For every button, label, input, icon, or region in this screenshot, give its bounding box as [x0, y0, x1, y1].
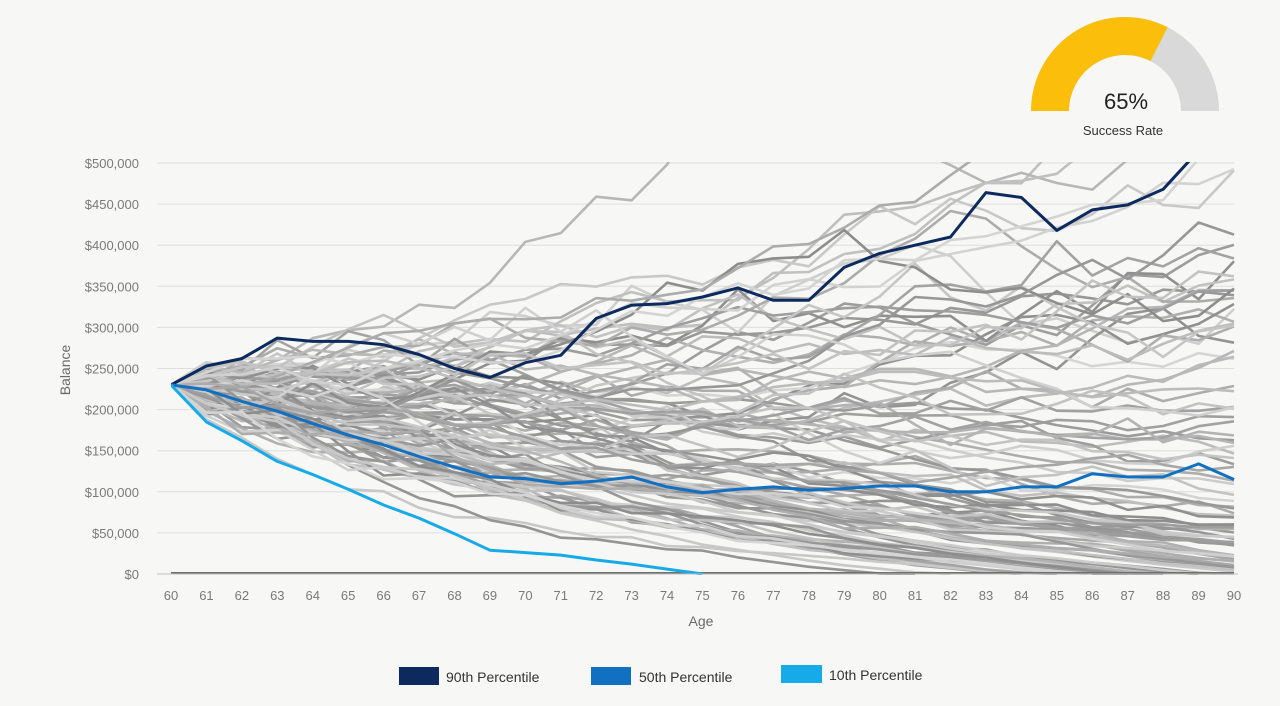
x-tick-label: 76 — [731, 588, 745, 603]
legend-swatch-10th — [781, 665, 822, 683]
simulation-path — [171, 270, 1235, 387]
x-tick-label: 70 — [518, 588, 532, 603]
simulation-path — [171, 383, 1235, 423]
simulation-path — [171, 383, 1235, 562]
simulation-path — [171, 383, 1235, 575]
x-tick-label: 83 — [979, 588, 993, 603]
x-tick-label: 85 — [1050, 588, 1064, 603]
percentile-50-line — [171, 383, 1235, 495]
simulation-path — [171, 383, 1093, 575]
simulation-path — [171, 221, 1235, 414]
y-tick-label: $500,000 — [85, 156, 139, 171]
x-tick-label: 65 — [341, 588, 355, 603]
simulation-path — [171, 383, 1235, 484]
gauge-fill — [1031, 17, 1168, 111]
x-tick-label: 80 — [872, 588, 886, 603]
y-tick-label: $250,000 — [85, 362, 139, 377]
simulation-path — [171, 289, 1235, 387]
y-tick-label: $350,000 — [85, 279, 139, 294]
legend-swatch-50th — [591, 667, 631, 685]
simulation-path — [171, 260, 1235, 410]
simulation-path — [171, 383, 951, 575]
percentile-90-line — [171, 162, 1191, 387]
percentile-10-line — [171, 383, 703, 575]
gauge-label: Success Rate — [1083, 123, 1163, 138]
x-tick-label: 81 — [908, 588, 922, 603]
simulation-path — [171, 209, 1235, 387]
y-tick-label: $50,000 — [92, 526, 139, 541]
x-tick-label: 62 — [235, 588, 249, 603]
gauge-value: 65% — [1104, 89, 1148, 114]
y-tick-label: $400,000 — [85, 238, 139, 253]
simulation-path — [171, 359, 1235, 412]
simulation-path — [171, 169, 1235, 393]
success-rate-gauge: 65% Success Rate — [1031, 17, 1219, 138]
x-tick-label: 64 — [305, 588, 319, 603]
simulation-path — [171, 383, 1235, 497]
simulation-path — [171, 306, 1235, 417]
x-tick-label: 68 — [447, 588, 461, 603]
x-tick-label: 90 — [1227, 588, 1241, 603]
x-tick-label: 73 — [624, 588, 638, 603]
legend: 90th Percentile 50th Percentile 10th Per… — [399, 665, 923, 685]
simulation-path — [171, 340, 1235, 400]
x-tick-label: 75 — [695, 588, 709, 603]
simulation-path — [171, 168, 1235, 399]
x-tick-label: 61 — [199, 588, 213, 603]
simulation-path — [171, 329, 1235, 416]
y-axis-title: Balance — [57, 344, 73, 395]
x-tick-label: 74 — [660, 588, 674, 603]
x-tick-label: 67 — [412, 588, 426, 603]
x-axis-title: Age — [689, 613, 714, 629]
legend-label-10th: 10th Percentile — [829, 667, 923, 683]
x-tick-label: 88 — [1156, 588, 1170, 603]
x-tick-label: 87 — [1120, 588, 1134, 603]
simulation-paths — [171, 162, 1235, 575]
legend-label-50th: 50th Percentile — [639, 669, 733, 685]
x-tick-label: 89 — [1191, 588, 1205, 603]
y-tick-label: $450,000 — [85, 197, 139, 212]
x-tick-label: 77 — [766, 588, 780, 603]
x-tick-label: 60 — [164, 588, 178, 603]
x-tick-label: 72 — [589, 588, 603, 603]
simulation-path — [171, 365, 1235, 461]
x-tick-label: 79 — [837, 588, 851, 603]
legend-swatch-90th — [399, 667, 439, 685]
percentile-lines — [171, 162, 1235, 575]
simulation-path — [171, 365, 1235, 558]
y-tick-label: $150,000 — [85, 444, 139, 459]
y-tick-label: $300,000 — [85, 320, 139, 335]
simulation-path — [171, 366, 1235, 519]
legend-label-90th: 90th Percentile — [446, 669, 540, 685]
x-tick-label: 66 — [376, 588, 390, 603]
simulation-path — [171, 383, 1128, 575]
simulation-path — [171, 365, 1235, 486]
simulation-path — [171, 162, 972, 389]
y-tick-label: $100,000 — [85, 485, 139, 500]
x-tick-label: 63 — [270, 588, 284, 603]
x-tick-label: 69 — [483, 588, 497, 603]
x-tick-label: 82 — [943, 588, 957, 603]
simulation-path — [171, 383, 1235, 539]
x-tick-label: 86 — [1085, 588, 1099, 603]
x-tick-label: 78 — [802, 588, 816, 603]
y-tick-label: $0 — [125, 567, 139, 582]
axes: 60 61 62 63 64 65 66 67 68 69 70 71 72 73 74 75 76 77 78 79… — [157, 573, 1241, 603]
y-tick-label: $200,000 — [85, 403, 139, 418]
x-tick-label: 71 — [554, 588, 568, 603]
x-tick-label: 84 — [1014, 588, 1028, 603]
